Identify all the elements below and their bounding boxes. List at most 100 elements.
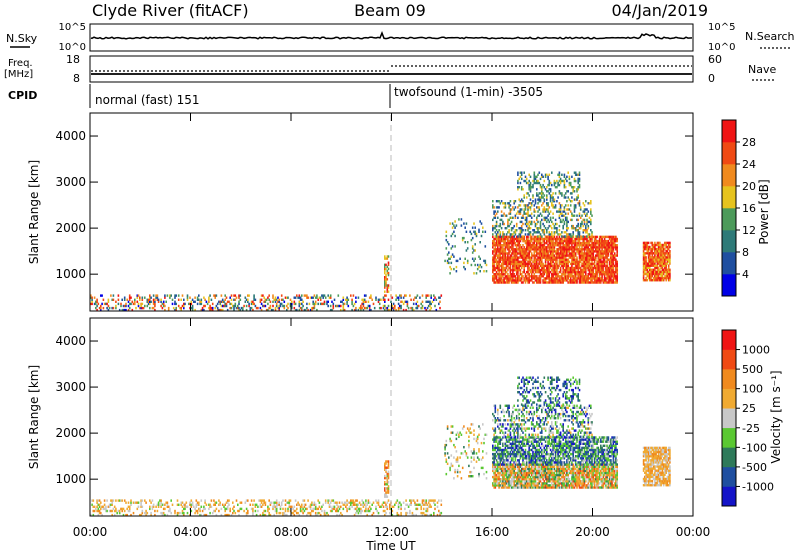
echo-cell (142, 306, 145, 310)
echo-cell (527, 256, 529, 259)
echo-cell (515, 260, 518, 263)
echo-cell (525, 181, 528, 185)
echo-cell (509, 237, 512, 241)
echo-cell (578, 183, 581, 187)
echo-cell (592, 262, 595, 266)
echo-cell (607, 279, 610, 282)
echo-cell (520, 463, 523, 466)
echo-cell (504, 246, 507, 249)
echo-cell (538, 262, 541, 266)
echo-cell (611, 246, 613, 249)
echo-cell (493, 480, 495, 483)
echo-cell (566, 268, 568, 272)
echo-cell (579, 471, 582, 475)
echo-cell (573, 266, 576, 270)
echo-cell (559, 258, 562, 261)
echo-cell (474, 257, 476, 260)
echo-cell (590, 252, 592, 255)
echo-cell (502, 237, 504, 241)
echo-cell (561, 279, 563, 282)
echo-cell (598, 281, 601, 284)
echo-cell (659, 241, 661, 245)
echo-cell (602, 273, 605, 276)
echo-cell (493, 268, 495, 272)
echo-cell (574, 258, 577, 261)
echo-cell (596, 467, 598, 471)
echo-cell (536, 275, 538, 278)
echo-cell (615, 237, 617, 241)
echo-cell (479, 263, 481, 267)
echo-cell (583, 220, 586, 224)
echo-cell (597, 480, 600, 483)
echo-cell (434, 304, 436, 308)
echo-cell (375, 296, 377, 299)
echo-cell (597, 270, 600, 274)
echo-cell (346, 302, 348, 306)
echo-cell (562, 218, 564, 222)
echo-cell (492, 256, 494, 259)
echo-cell (450, 255, 453, 258)
echo-cell (551, 254, 553, 257)
echo-cell (582, 475, 585, 479)
echo-cell (529, 484, 532, 487)
echo-cell (576, 281, 578, 284)
echo-cell (324, 296, 327, 299)
echo-cell (591, 241, 593, 245)
echo-cell (262, 304, 264, 308)
echo-cell (556, 268, 558, 272)
echo-cell (527, 473, 529, 477)
echo-cell (579, 235, 582, 238)
echo-cell (596, 270, 598, 274)
echo-cell (571, 214, 573, 217)
echo-cell (585, 469, 587, 473)
echo-cell (464, 226, 466, 229)
echo-cell (519, 254, 522, 257)
echo-cell (596, 281, 598, 284)
echo-cell (520, 273, 523, 276)
echo-cell (667, 276, 670, 280)
echo-cell (577, 218, 579, 222)
echo-cell (574, 206, 577, 209)
echo-cell (616, 279, 618, 282)
echo-cell (524, 241, 527, 245)
echo-cell (360, 304, 362, 308)
echo-cell (549, 486, 552, 489)
echo-cell (538, 270, 541, 274)
echo-cell (245, 304, 248, 308)
echo-cell (532, 486, 534, 489)
echo-cell (522, 200, 524, 203)
echo-cell (612, 254, 615, 257)
echo-cell (400, 296, 402, 299)
echo-cell (525, 264, 528, 268)
echo-cell (559, 268, 562, 272)
echo-cell (415, 302, 417, 306)
echo-cell (608, 467, 611, 471)
echo-cell (534, 471, 537, 475)
echo-cell (554, 192, 557, 195)
echo-cell (499, 244, 502, 247)
echo-cell (567, 204, 569, 207)
echo-cell (547, 246, 549, 249)
echo-cell (546, 194, 548, 197)
echo-cell (542, 262, 544, 266)
echo-cell (642, 245, 645, 249)
echo-cell (585, 275, 587, 278)
echo-cell (547, 270, 549, 274)
echo-cell (485, 270, 488, 273)
echo-cell (613, 475, 616, 479)
echo-cell (608, 266, 611, 270)
echo-cell (494, 252, 497, 255)
echo-cell (543, 194, 546, 197)
echo-cell (498, 467, 500, 471)
echo-cell (466, 247, 469, 250)
echo-cell (269, 306, 272, 310)
echo-cell (378, 302, 381, 306)
echo-cell (592, 465, 595, 468)
echo-cell (123, 296, 126, 299)
echo-cell (595, 475, 597, 479)
echo-cell (502, 256, 504, 259)
echo-cell (416, 300, 419, 303)
echo-cell (611, 256, 613, 259)
echo-cell (559, 480, 562, 483)
echo-cell (559, 208, 562, 211)
